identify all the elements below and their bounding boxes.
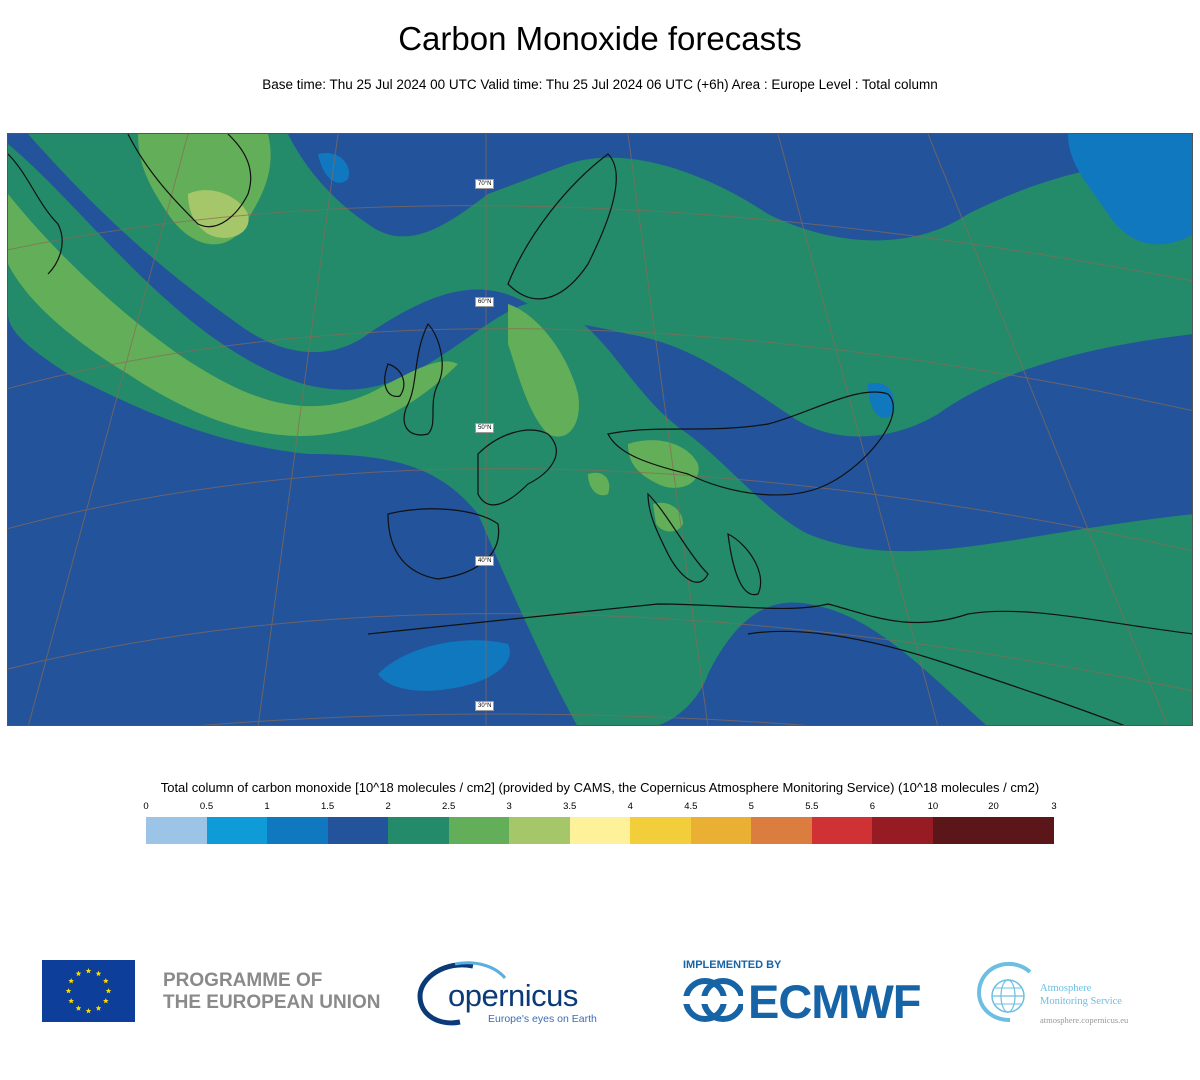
forecast-subtitle: Base time: Thu 25 Jul 2024 00 UTC Valid … — [262, 77, 938, 92]
eu-star-icon — [102, 978, 109, 984]
eu-star-icon — [68, 998, 75, 1004]
lat-label-70n: 70°N — [475, 179, 495, 189]
ams-line1: Atmosphere — [1040, 983, 1092, 994]
legend-tick-label: 2.5 — [442, 801, 456, 812]
legend-tick-label: 3 — [506, 801, 512, 812]
eu-stars-icon — [65, 968, 112, 1014]
legend-tick-label: 4.5 — [684, 801, 698, 812]
eu-programme-line2: THE EUROPEAN UNION — [163, 992, 381, 1013]
eu-star-icon — [75, 970, 82, 977]
legend-tick-label: 1.5 — [320, 801, 335, 812]
eu-star-icon — [75, 1005, 82, 1011]
legend-tick-label: 3.5 — [563, 801, 577, 812]
legend-tick-label: 1 — [264, 801, 270, 812]
legend-tick-label: 5 — [748, 801, 754, 812]
eu-star-icon — [105, 988, 112, 994]
legend-colorbar — [146, 817, 1054, 844]
eu-programme-line1: PROGRAMME OF — [163, 970, 323, 991]
colorbar-segment — [751, 817, 812, 844]
eu-programme-text: PROGRAMME OF THE EUROPEAN UNION — [163, 970, 380, 1014]
copernicus-tagline: Europe's eyes on Earth — [488, 1013, 597, 1025]
legend-title: Total column of carbon monoxide [10^18 m… — [160, 780, 1040, 795]
copernicus-arc-icon — [417, 961, 507, 1026]
ams-url: atmosphere.copernicus.eu — [1040, 1015, 1129, 1025]
legend-tick-label: 20 — [988, 801, 999, 812]
legend-tick-label: 6 — [869, 801, 876, 812]
legend-tick-label: 2 — [385, 801, 391, 812]
co-forecast-map[interactable]: 70°N 60°N 50°N 40°N 30°N — [7, 133, 1193, 726]
page-title: Carbon Monoxide forecasts — [398, 20, 802, 57]
ams-line2: Monitoring Service — [1040, 996, 1122, 1007]
colorbar-segment — [569, 817, 631, 844]
map-canvas — [8, 134, 1192, 725]
lat-label-60n: 60°N — [475, 297, 495, 307]
legend-tick-label: 3 — [1051, 801, 1057, 812]
lat-label-40n: 40°N — [475, 556, 495, 566]
atmosphere-monitoring-icon — [977, 962, 1032, 1022]
lat-label-50n: 50°N — [475, 423, 495, 433]
colorbar-segment — [811, 817, 873, 844]
eu-star-icon — [102, 998, 109, 1004]
eu-flag-logo — [42, 960, 135, 1022]
colorbar-segment — [206, 817, 268, 844]
ams-name: Atmosphere Monitoring Service — [1040, 982, 1122, 1008]
ecmwf-icon — [683, 978, 743, 1022]
eu-star-icon — [68, 978, 75, 984]
copernicus-logo-text: opernicus — [448, 978, 578, 1013]
colorbar-segment — [630, 817, 691, 844]
legend-tick-label: 0 — [143, 801, 149, 812]
eu-star-icon — [95, 970, 102, 977]
colorbar-segment — [327, 817, 389, 844]
lat-label-30n: 30°N — [475, 701, 495, 711]
colorbar-segment — [448, 817, 510, 844]
legend-tick-label: 5.5 — [805, 801, 819, 812]
legend-tick-label: 4 — [627, 801, 633, 812]
legend-tick-label: 0.5 — [199, 801, 214, 812]
legend-tick-label: 10 — [927, 801, 939, 812]
legend-ticks: 0 0.5 1 1.5 2 2.5 3 3.5 4 4.5 5 5.5 6 10 20 3 — [143, 801, 1057, 813]
colorbar-segment — [872, 817, 933, 844]
colorbar-segment — [993, 817, 1054, 844]
ecmwf-logo-text: ECMWF — [748, 975, 922, 1028]
eu-star-icon — [85, 968, 92, 974]
implemented-by-label: IMPLEMENTED BY — [683, 959, 782, 971]
colorbar-segment — [509, 817, 570, 844]
eu-star-icon — [95, 1005, 102, 1011]
colorbar-segment — [690, 817, 752, 844]
eu-star-icon — [85, 1008, 92, 1014]
colorbar-segment — [267, 817, 328, 844]
colorbar-segment — [388, 817, 449, 844]
eu-star-icon — [65, 988, 72, 994]
colorbar-segment — [146, 817, 207, 844]
colorbar-segment — [932, 817, 994, 844]
